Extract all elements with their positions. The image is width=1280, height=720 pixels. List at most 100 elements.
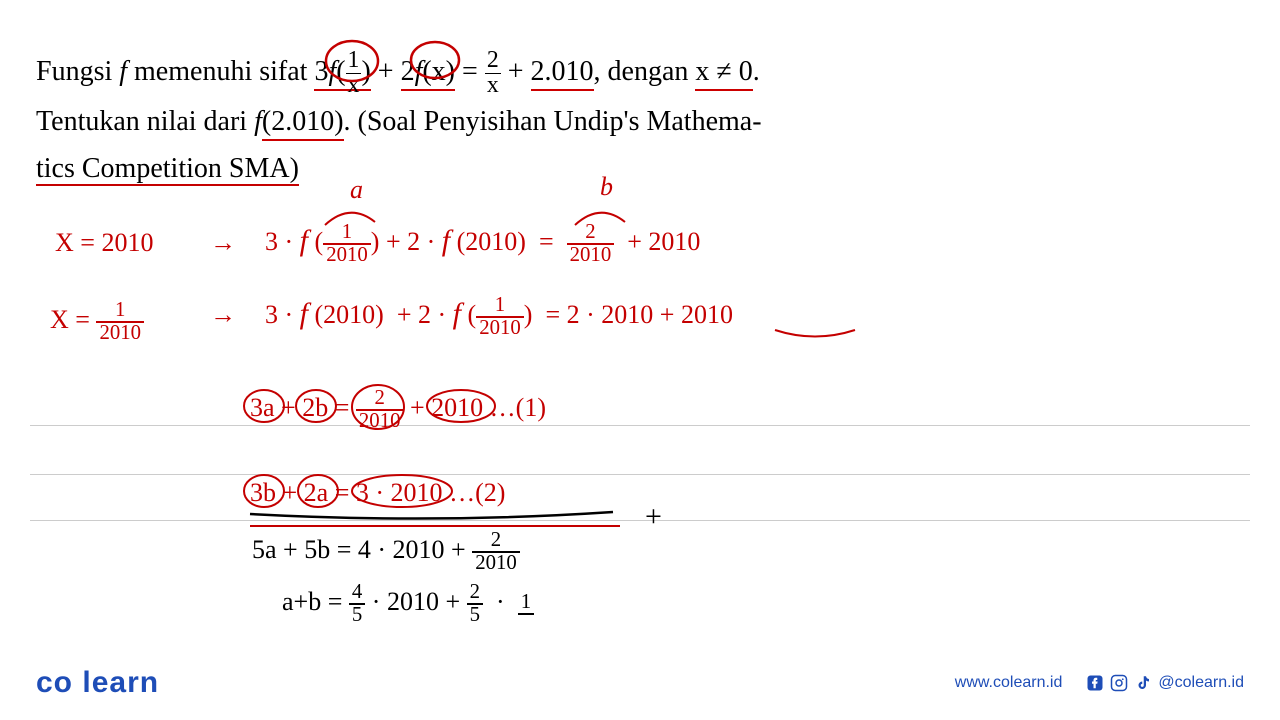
coef-2: 2 <box>401 56 415 87</box>
label-a: a <box>350 175 363 205</box>
num: 1 <box>323 222 371 245</box>
rule-line-3 <box>30 520 1250 521</box>
ab-line: a+b = 45 · 2010 + 25 · 1 <box>282 582 534 626</box>
den: 2010 <box>567 245 615 266</box>
fx: (x) <box>422 56 455 87</box>
num: 1 <box>476 295 524 318</box>
competition-sma: tics Competition SMA) <box>36 153 299 186</box>
num: 2 <box>567 222 615 245</box>
text: 3 · <box>265 227 293 256</box>
num: 2 <box>472 530 520 553</box>
problem-text: Fungsi f memenuhi sifat 3f(1x) + 2f(x) =… <box>36 48 1244 193</box>
sum-line: 5a + 5b = 4 · 2010 + 22010 <box>252 530 520 574</box>
num: 2 <box>467 582 483 605</box>
text: a+b = <box>282 587 342 616</box>
equals: = <box>455 56 485 87</box>
circle-2010 <box>425 388 505 428</box>
fn-f: f <box>442 224 450 257</box>
num: 1 <box>96 300 144 323</box>
text: + 2010 <box>627 227 700 256</box>
text: 5a + 5b = 4 · 2010 + <box>252 535 466 564</box>
frac-tail: 1 <box>518 592 534 615</box>
tiktok-icon[interactable] <box>1134 674 1152 692</box>
num: 1 <box>346 49 362 74</box>
text: · <box>496 587 505 616</box>
text: memenuhi sifat <box>127 56 314 87</box>
instagram-icon[interactable] <box>1110 674 1128 692</box>
work-line2-left: X = 12010 <box>50 300 144 344</box>
work-line1-eq: 3 · f (12010) + 2 · f (2010) = 22010 + 2… <box>265 222 700 266</box>
fn-f: f <box>453 297 461 330</box>
coef-3: 3 <box>314 56 328 87</box>
den: 2010 <box>476 318 524 339</box>
den: 2010 <box>472 553 520 574</box>
frac: 22010 <box>567 222 615 266</box>
plus: + <box>371 56 401 87</box>
text: Tentukan nilai dari <box>36 106 254 137</box>
text: X = <box>50 305 90 334</box>
expr-3f1x: 3f(1x) <box>314 56 370 91</box>
arrow-2: → <box>210 300 236 330</box>
frac-1-x: 1x <box>346 49 362 98</box>
frac: 12010 <box>96 300 144 344</box>
eq-1: 3a + 2b = 22010 + 2010 …(1) <box>250 388 546 432</box>
frac: 12010 <box>476 295 524 339</box>
circle-2b <box>294 388 344 428</box>
den: 2010 <box>96 323 144 344</box>
text: = 2 · 2010 + 2010 <box>545 300 732 329</box>
xne0: x ≠ 0 <box>695 56 752 91</box>
frac-2-5: 25 <box>467 582 483 626</box>
circle-frac <box>350 383 410 433</box>
den: 2010 <box>323 245 371 266</box>
circle-2a <box>296 473 346 513</box>
site-url[interactable]: www.colearn.id <box>955 674 1063 692</box>
footer-right: www.colearn.id @colearn.id <box>955 674 1244 692</box>
eq-2: 3b + 2a = 3 · 2010 …(2) <box>250 478 505 508</box>
frac-2-x: 2x <box>485 49 501 98</box>
circle-3b <box>242 473 292 513</box>
logo-learn: learn <box>82 666 159 699</box>
fn-f: f <box>300 224 308 257</box>
work-line2-eq: 3 · f (2010) + 2 · f (12010) = 2 · 2010 … <box>265 295 733 339</box>
rule-line-1 <box>30 425 1250 426</box>
logo: co learn <box>36 666 159 700</box>
footer: co learn www.colearn.id @colearn.id <box>36 666 1244 700</box>
fn-f: f <box>254 106 262 137</box>
num: 4 <box>349 582 365 605</box>
facebook-icon[interactable] <box>1086 674 1104 692</box>
circle-3a <box>242 388 292 428</box>
paren: ) <box>361 56 370 87</box>
social-handle: @colearn.id <box>1158 674 1244 692</box>
plus-add: + <box>645 500 662 534</box>
fn-f: f <box>300 297 308 330</box>
work-line1-left: X = 2010 <box>55 228 153 258</box>
text: + 2 · <box>397 300 446 329</box>
label-b: b <box>600 172 613 202</box>
underline-arc <box>770 325 860 345</box>
eq: = <box>539 227 554 256</box>
frac: 12010 <box>323 222 371 266</box>
text: 3 · <box>265 300 293 329</box>
rule-line-2 <box>30 474 1250 475</box>
den: 5 <box>467 605 483 626</box>
den: 5 <box>349 605 365 626</box>
x-eq-2010: X = 2010 <box>55 228 153 257</box>
text: . (Soal Penyisihan Undip's Mathema- <box>344 106 762 137</box>
den: x <box>346 74 362 98</box>
num: 2 <box>485 49 501 74</box>
text: · 2010 + <box>372 587 460 616</box>
logo-co: co <box>36 666 73 699</box>
sum-rule <box>250 525 620 527</box>
plus: + <box>501 56 531 87</box>
f-2010: (2.010) <box>262 106 344 141</box>
problem-statement: Fungsi f memenuhi sifat 3f(1x) + 2f(x) =… <box>0 0 1280 193</box>
const-2010: 2.010 <box>531 56 594 91</box>
circle-3-2010 <box>350 473 460 513</box>
frac-4-5: 45 <box>349 582 365 626</box>
logo-dot <box>73 666 82 699</box>
paren: ( <box>336 56 345 87</box>
text: . <box>753 56 760 87</box>
text: , dengan <box>594 56 696 87</box>
expr-2fx: 2f(x) <box>401 56 455 91</box>
arrow-1: → <box>210 228 236 258</box>
